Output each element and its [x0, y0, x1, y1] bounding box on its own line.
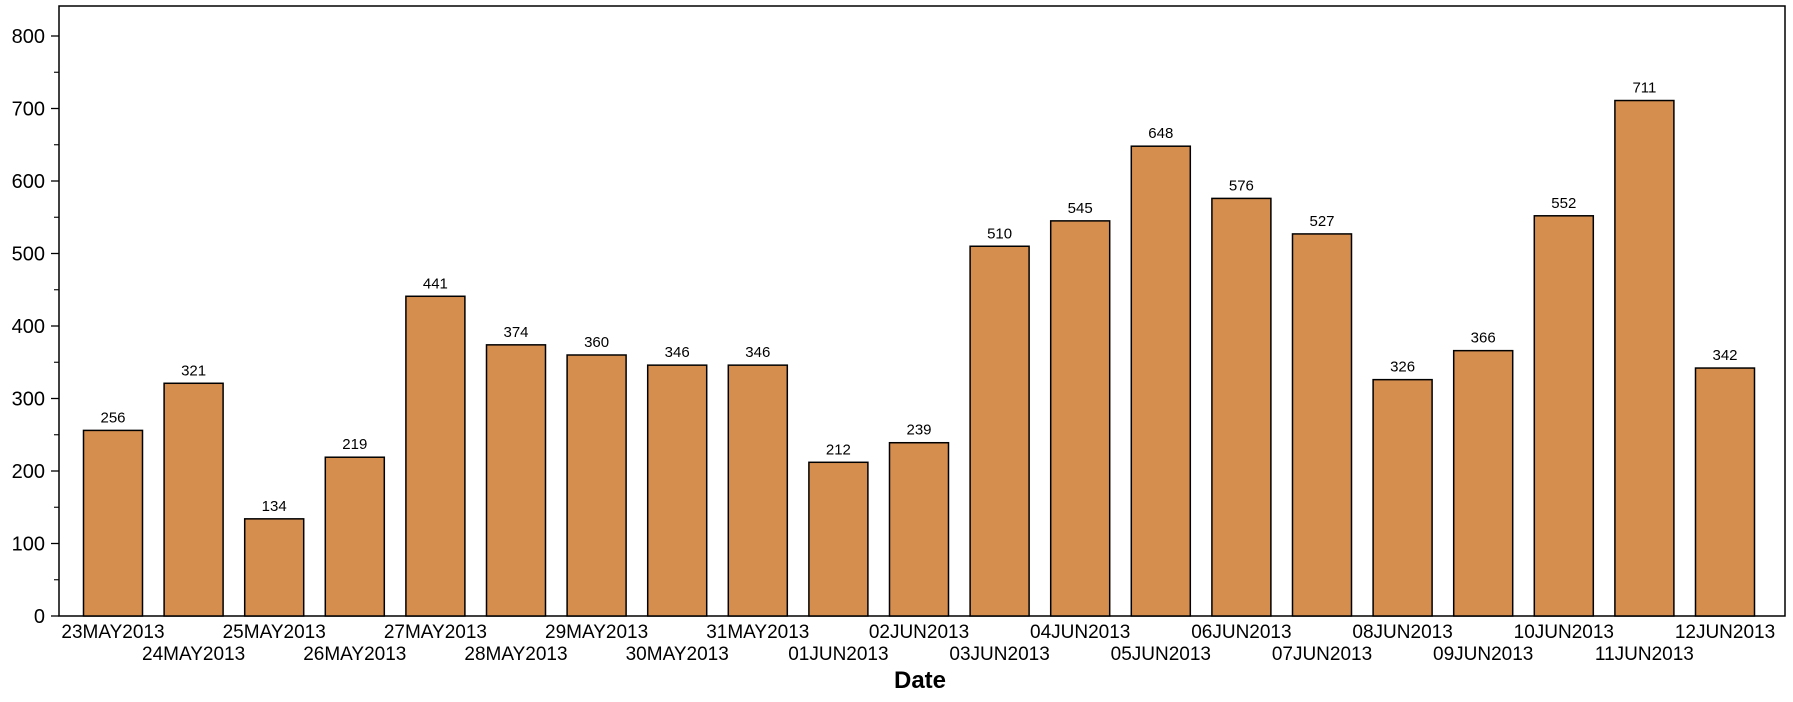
data-label: 346 [745, 344, 770, 361]
x-tick-label: 10JUN2013 [1514, 622, 1614, 643]
y-tick-label: 400 [12, 316, 45, 338]
y-axis: 0 100 200 300 400 500 600 700 800 [12, 26, 59, 628]
bar [82, 429, 144, 617]
data-label: 545 [1068, 200, 1093, 217]
bar [1130, 145, 1192, 617]
data-label: 134 [262, 498, 287, 515]
bar [243, 518, 305, 617]
bar [727, 364, 789, 617]
bar [1211, 197, 1272, 617]
y-tick-label: 100 [12, 534, 45, 556]
bar [1049, 220, 1111, 617]
x-tick-label: 12JUN2013 [1675, 622, 1775, 643]
data-label: 441 [423, 275, 448, 292]
y-tick-label: 500 [12, 244, 45, 266]
data-label: 219 [342, 436, 367, 453]
bar [1533, 215, 1595, 617]
data-label: 342 [1712, 347, 1737, 364]
x-tick-label: 24MAY2013 [142, 644, 245, 665]
y-tick-label: 700 [12, 99, 45, 121]
x-tick-label: 26MAY2013 [303, 644, 406, 665]
x-tick-label: 25MAY2013 [223, 622, 326, 643]
x-tick-label: 09JUN2013 [1433, 644, 1533, 665]
y-tick-label: 0 [34, 606, 45, 628]
x-tick-label: 27MAY2013 [384, 622, 487, 643]
data-label: 256 [100, 409, 125, 426]
y-tick-label: 600 [12, 171, 45, 193]
y-tick-label: 200 [12, 461, 45, 483]
x-axis-title: Date [894, 667, 946, 694]
x-tick-label: 05JUN2013 [1111, 644, 1211, 665]
data-label: 527 [1309, 213, 1334, 230]
bar [485, 344, 547, 617]
data-label: 321 [181, 362, 206, 379]
bar [888, 441, 950, 617]
bar [808, 461, 869, 617]
x-tick-label: 06JUN2013 [1191, 622, 1291, 643]
x-tick-label: 04JUN2013 [1030, 622, 1130, 643]
bar [1452, 349, 1514, 617]
bars: 256 321 134 219 441 374 360 346 346 212 239 510 545 6… [82, 80, 1756, 617]
data-label: 360 [584, 334, 609, 351]
x-axis: 23MAY201324MAY201325MAY201326MAY201327MA… [61, 622, 1775, 665]
data-label: 648 [1148, 125, 1173, 142]
data-label: 711 [1632, 80, 1656, 97]
data-label: 366 [1471, 330, 1496, 347]
x-tick-label: 07JUN2013 [1272, 644, 1372, 665]
x-tick-label: 23MAY2013 [61, 622, 164, 643]
data-label: 374 [503, 324, 528, 341]
bar [324, 456, 386, 617]
bar [1694, 367, 1756, 617]
x-tick-label: 11JUN2013 [1595, 644, 1694, 665]
x-tick-label: 31MAY2013 [706, 622, 809, 643]
x-tick-label: 02JUN2013 [869, 622, 969, 643]
x-tick-label: 29MAY2013 [545, 622, 648, 643]
y-tick-label: 800 [12, 26, 45, 48]
bar [969, 245, 1030, 617]
bar [1291, 233, 1353, 617]
data-label: 576 [1229, 177, 1254, 194]
x-tick-label: 03JUN2013 [949, 644, 1049, 665]
y-tick-label: 300 [12, 389, 45, 411]
x-tick-label: 08JUN2013 [1352, 622, 1452, 643]
x-tick-label: 01JUN2013 [788, 644, 888, 665]
x-tick-label: 30MAY2013 [626, 644, 729, 665]
x-tick-label: 28MAY2013 [464, 644, 567, 665]
data-label: 552 [1551, 195, 1576, 212]
data-label: 326 [1390, 359, 1415, 376]
bar [646, 364, 708, 617]
bar [1372, 378, 1433, 617]
data-label: 346 [665, 344, 690, 361]
bar [566, 354, 627, 617]
bar [1614, 99, 1675, 617]
data-label: 510 [987, 225, 1012, 242]
bar [405, 295, 466, 617]
bar [163, 382, 224, 617]
data-label: 239 [906, 422, 931, 439]
data-label: 212 [826, 441, 851, 458]
